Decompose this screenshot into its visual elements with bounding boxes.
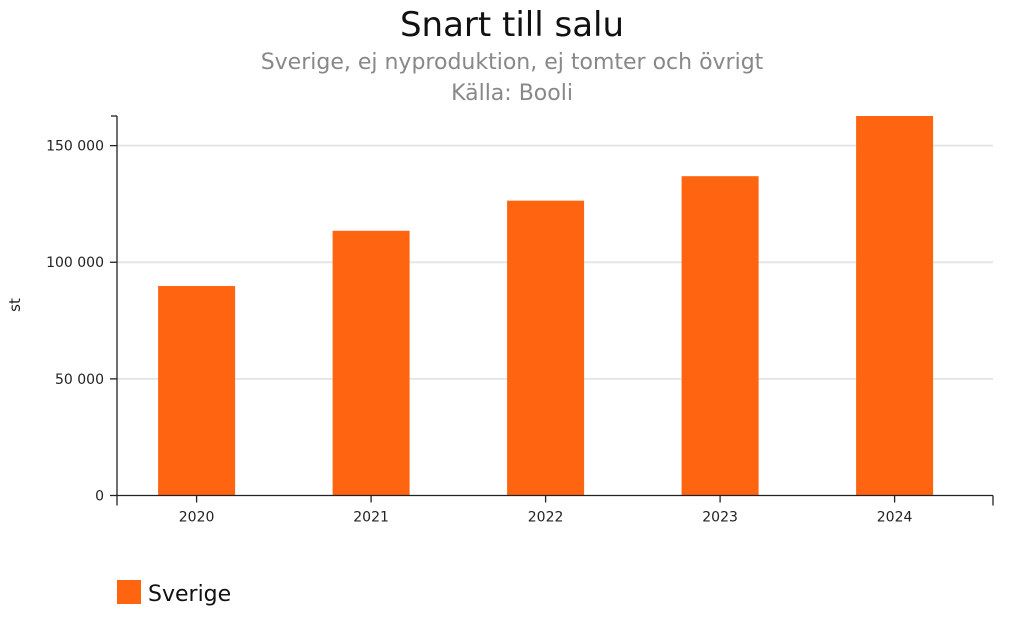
bar-2020 — [158, 286, 236, 496]
y-axis-label: st — [6, 298, 24, 312]
x-tick-label: 2023 — [702, 510, 738, 526]
chart-source: Källa: Booli — [451, 81, 573, 106]
legend: Sverige — [117, 580, 231, 607]
y-tick-label: 150 000 — [46, 139, 104, 155]
y-tick-label: 50 000 — [55, 372, 104, 388]
legend-swatch-sverige — [117, 580, 141, 604]
bar-2022 — [507, 200, 585, 496]
chart-subtitle: Sverige, ej nyproduktion, ej tomter och … — [261, 50, 764, 75]
chart-title: Snart till salu — [400, 5, 624, 45]
y-tick-label: 0 — [95, 489, 104, 505]
legend-label-sverige: Sverige — [148, 582, 231, 607]
bar-2023 — [681, 176, 759, 496]
x-tick-label: 2022 — [528, 510, 564, 526]
x-tick-label: 2020 — [179, 510, 215, 526]
x-tick-label: 2024 — [877, 510, 913, 526]
bar-2024 — [856, 116, 934, 496]
bar-2021 — [332, 230, 410, 496]
y-tick-label: 100 000 — [46, 255, 104, 271]
x-tick-label: 2021 — [353, 510, 389, 526]
